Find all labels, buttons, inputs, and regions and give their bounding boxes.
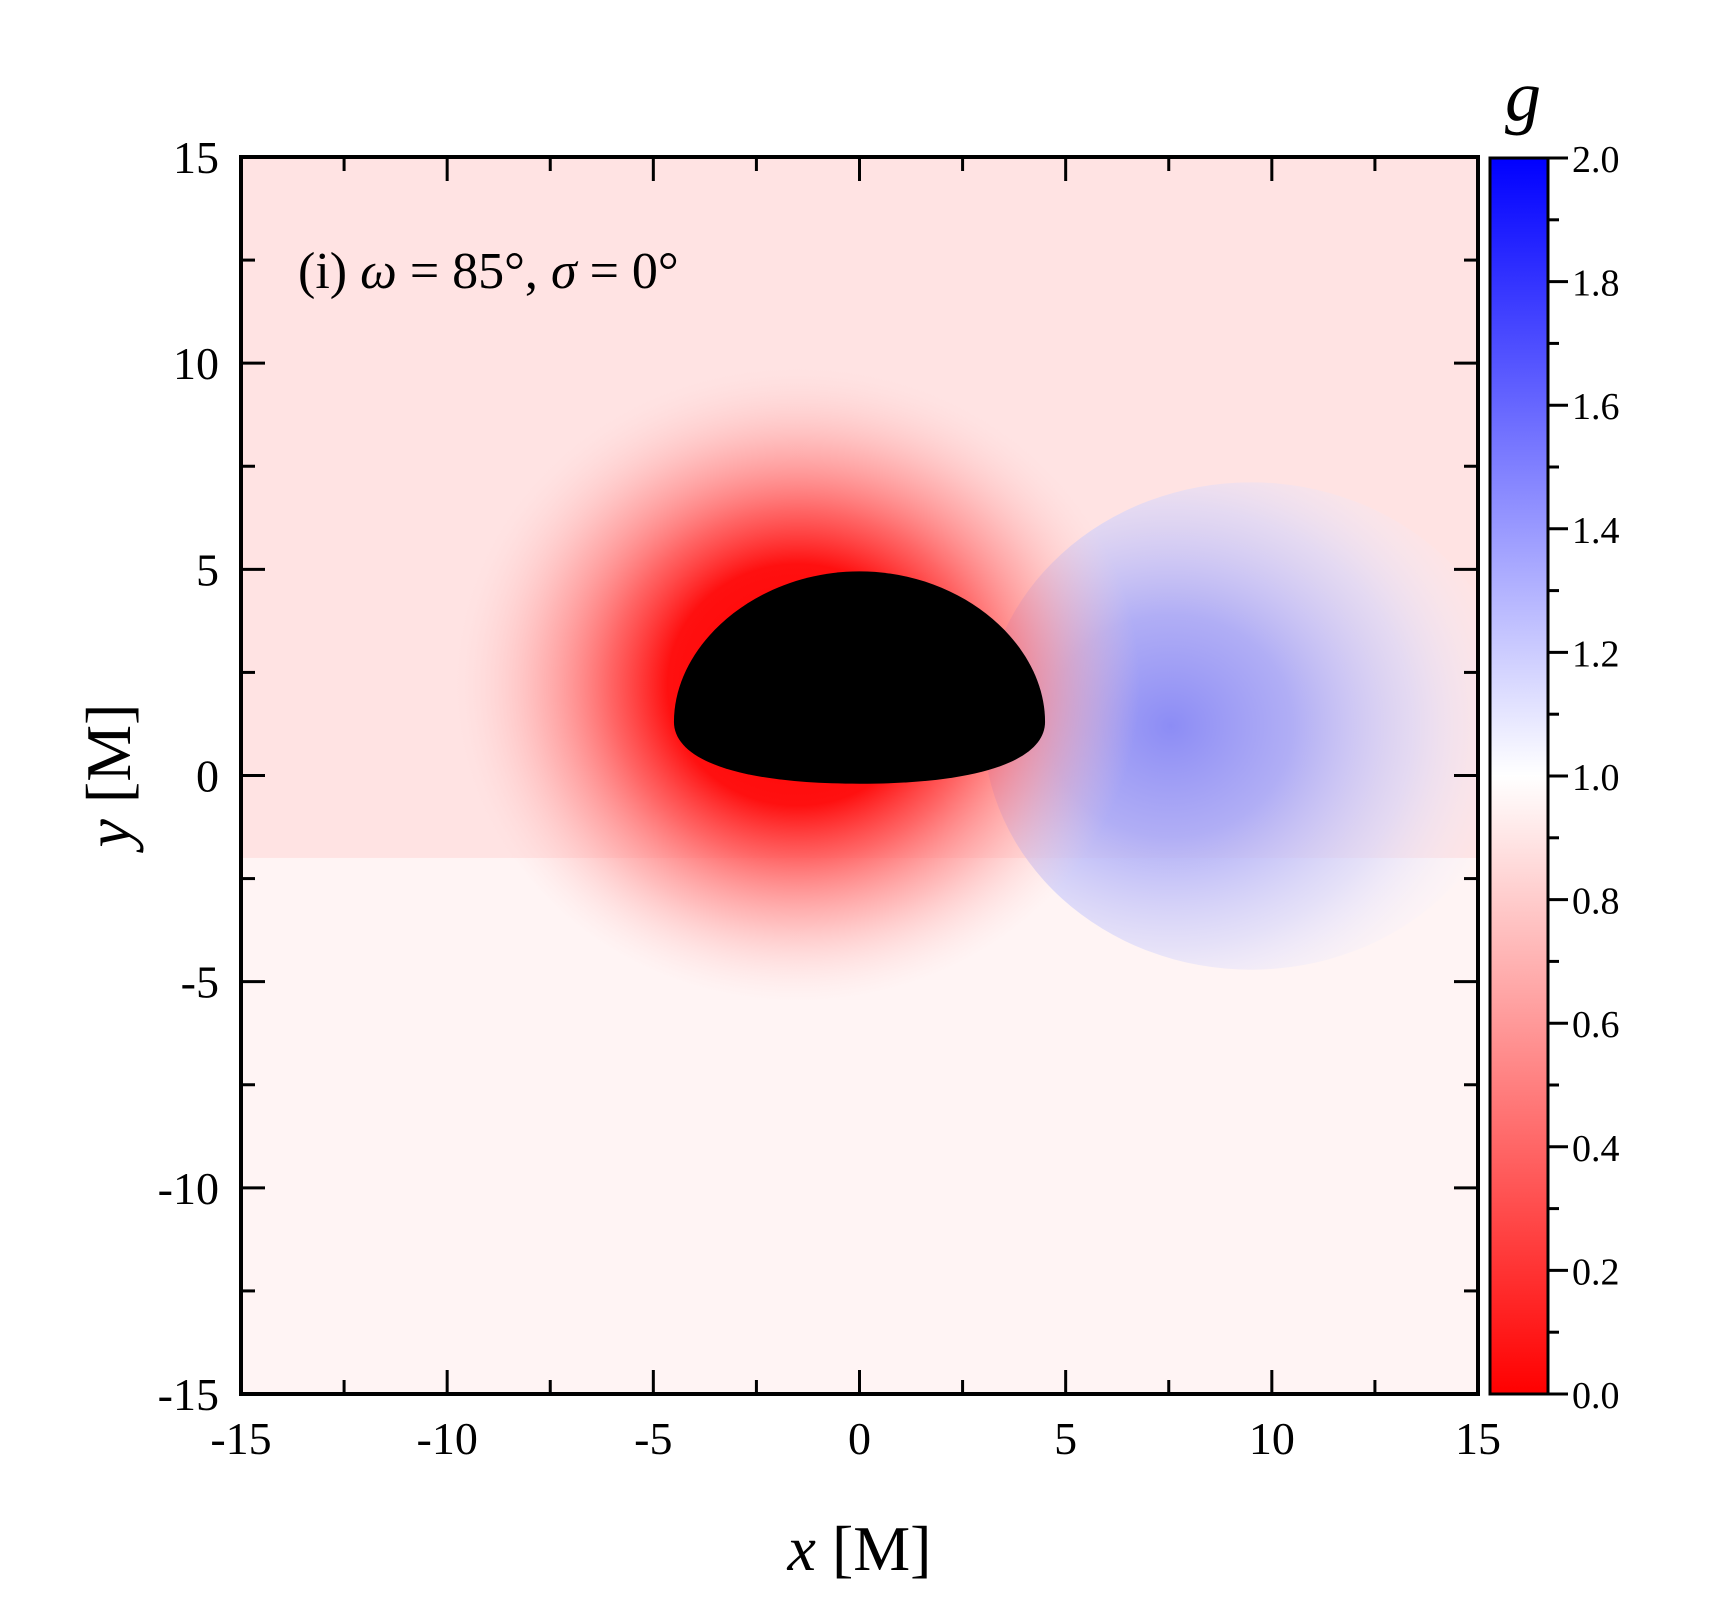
- y-axis-unit: [M]: [73, 704, 144, 820]
- panel-label-prefix: (i): [298, 243, 360, 300]
- omega-value: = 85°,: [397, 243, 551, 300]
- y-axis-title: y [M]: [73, 704, 144, 854]
- colorbar-tick-label: 0.4: [1572, 1128, 1620, 1170]
- x-tick-label: 15: [1455, 1413, 1501, 1464]
- y-axis-variable: y: [73, 818, 144, 853]
- colorbar-tick-label: 1.8: [1572, 263, 1620, 305]
- y-tick-label: -10: [158, 1163, 219, 1214]
- x-axis-unit: [M]: [816, 1513, 932, 1584]
- panel-label: (i) ω = 85°, σ = 0°: [298, 243, 679, 300]
- x-tick-label: 10: [1249, 1413, 1295, 1464]
- colorbar-tick-label: 0.8: [1572, 881, 1620, 923]
- y-tick-label: 0: [196, 751, 219, 802]
- colorbar-tick-label: 1.0: [1572, 757, 1620, 799]
- y-axis-ticks: -15 -10 -5 0 5 10 15: [158, 132, 1478, 1420]
- x-tick-label: -10: [417, 1413, 478, 1464]
- colorbar-gradient: [1488, 156, 1550, 1396]
- x-axis-ticks: -15 -10 -5 0 5 10 15: [210, 157, 1501, 1464]
- colorbar-tick-label: 0.6: [1572, 1004, 1620, 1046]
- sigma-symbol: σ: [551, 243, 579, 300]
- colorbar-tick-label: 2.0: [1572, 139, 1620, 181]
- sigma-value: = 0°: [577, 243, 679, 300]
- x-tick-label: 5: [1054, 1413, 1077, 1464]
- x-axis-title: x [M]: [787, 1513, 932, 1584]
- y-tick-label: -15: [158, 1369, 219, 1420]
- x-axis-variable: x: [787, 1513, 816, 1584]
- black-hole-shadow: [673, 571, 1046, 784]
- colorbar-tick-label: 0.0: [1572, 1375, 1620, 1417]
- colorbar-tick-label: 0.2: [1572, 1251, 1620, 1293]
- colorbar-tick-label: 1.2: [1572, 633, 1620, 675]
- omega-symbol: ω: [360, 243, 397, 300]
- colorbar-title: g: [1505, 56, 1541, 136]
- x-tick-label: -15: [210, 1413, 271, 1464]
- y-tick-label: -5: [181, 957, 219, 1008]
- colorbar-tick-label: 1.6: [1572, 386, 1620, 428]
- colorbar-tick-label: 1.4: [1572, 510, 1620, 552]
- x-tick-label: -5: [634, 1413, 672, 1464]
- x-tick-label: 0: [848, 1413, 871, 1464]
- y-tick-label: 10: [173, 338, 219, 389]
- y-tick-label: 5: [196, 544, 219, 595]
- colorbar-ticks: 0.0 0.2 0.4 0.6 0.8 1.0 1.2 1.4 1.6 1.8 2.0: [1548, 139, 1620, 1417]
- heatmap-field: [241, 157, 1478, 1394]
- y-tick-label: 15: [173, 132, 219, 183]
